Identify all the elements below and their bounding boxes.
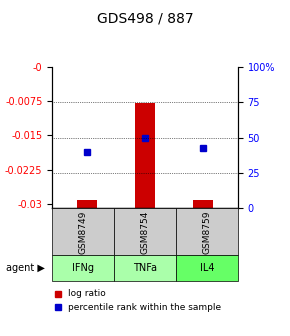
- Text: log ratio: log ratio: [68, 290, 106, 298]
- Bar: [52, 208, 114, 255]
- Text: percentile rank within the sample: percentile rank within the sample: [68, 303, 221, 312]
- Text: TNFa: TNFa: [133, 263, 157, 273]
- Text: IFNg: IFNg: [72, 263, 94, 273]
- Bar: [52, 255, 114, 281]
- Text: GSM8749: GSM8749: [79, 210, 88, 254]
- Bar: [114, 255, 176, 281]
- Bar: [114, 208, 176, 255]
- Bar: [176, 255, 238, 281]
- Bar: [193, 200, 213, 208]
- Bar: [135, 103, 155, 208]
- Text: GSM8759: GSM8759: [202, 210, 211, 254]
- Bar: [176, 208, 238, 255]
- Text: GSM8754: GSM8754: [140, 210, 150, 254]
- Text: IL4: IL4: [200, 263, 214, 273]
- Bar: [77, 200, 97, 208]
- Text: agent ▶: agent ▶: [6, 263, 45, 273]
- Text: GDS498 / 887: GDS498 / 887: [97, 12, 193, 26]
